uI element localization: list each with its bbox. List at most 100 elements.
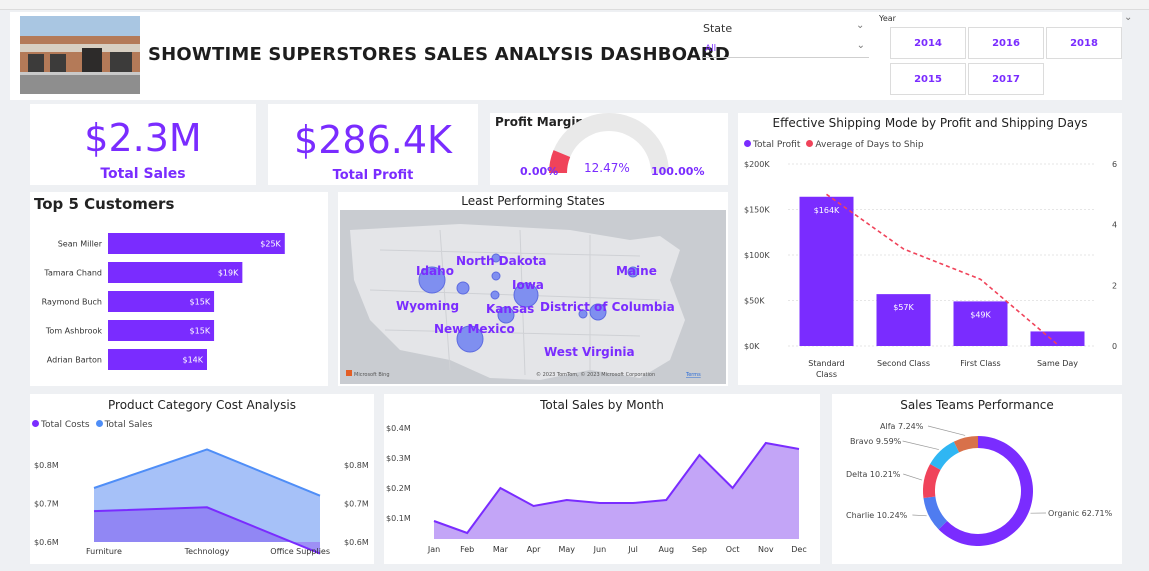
bubble-iowa[interactable] bbox=[491, 271, 501, 281]
least-states-title: Least Performing States bbox=[461, 194, 605, 208]
shipping-value-label: $164K bbox=[814, 206, 840, 215]
bubble-southwest[interactable] bbox=[456, 325, 484, 353]
bubble-maine[interactable] bbox=[627, 266, 639, 278]
year-option-2015[interactable]: 2015 bbox=[890, 63, 966, 95]
product-category-card: Product Category Cost Analysis Total Cos… bbox=[30, 394, 374, 564]
bubble-kansas[interactable] bbox=[490, 290, 500, 300]
bubble-district-of-columbia[interactable] bbox=[513, 282, 539, 308]
year-slicer-chevron-icon[interactable]: ⌄ bbox=[1124, 12, 1133, 23]
y2-tick-label: 4 bbox=[1112, 221, 1117, 230]
map-attribution-left: Microsoft Bing bbox=[354, 372, 390, 378]
customer-bar[interactable] bbox=[108, 262, 243, 283]
map-label-idaho: Idaho bbox=[416, 264, 454, 278]
shipping-chart: $0K $50K $100K $150K $200K 0 2 4 6 $164K Standard C… bbox=[744, 160, 1117, 379]
map-attribution-right: © 2023 TomTom, © 2023 Microsoft Corporat… bbox=[536, 371, 655, 378]
gauge-min-label: 0.00% bbox=[520, 165, 559, 178]
y-tick-label: $200K bbox=[744, 160, 770, 169]
x-tick-label: Feb bbox=[460, 545, 474, 554]
total-sales-label: Total Sales bbox=[100, 166, 186, 182]
state-slicer-label: State bbox=[703, 22, 733, 35]
least-states-card: Least Performing States North Dakota Ida… bbox=[338, 192, 728, 386]
y-tick-label: $0K bbox=[744, 342, 760, 351]
sales-month-title: Total Sales by Month bbox=[540, 398, 664, 412]
total-profit-label: Total Profit bbox=[332, 168, 414, 183]
x-tick-label: Aug bbox=[658, 545, 674, 554]
shipping-value-label: $49K bbox=[970, 310, 991, 319]
shipping-title: Effective Shipping Mode by Profit and Sh… bbox=[772, 116, 1088, 130]
customer-value-label: $25K bbox=[260, 240, 281, 249]
bubble-idaho[interactable] bbox=[418, 266, 446, 294]
product-category-title: Product Category Cost Analysis bbox=[108, 398, 296, 412]
shipping-value-label: $57K bbox=[893, 303, 914, 312]
customer-value-label: $15K bbox=[190, 327, 211, 336]
x-tick-label: Furniture bbox=[86, 547, 122, 556]
y2-tick-label: 6 bbox=[1112, 160, 1117, 169]
gauge-track bbox=[549, 113, 669, 173]
y2-tick-label: 2 bbox=[1112, 281, 1117, 290]
state-slicer-header-chevron-icon[interactable]: ⌄ bbox=[856, 20, 865, 31]
total-profit-card: $286.4K Total Profit bbox=[268, 104, 478, 185]
customer-bar[interactable] bbox=[108, 349, 207, 370]
bubble-wyoming[interactable] bbox=[456, 281, 470, 295]
donut-leader-line bbox=[903, 473, 923, 481]
year-option-2018[interactable]: 2018 bbox=[1046, 27, 1122, 59]
customer-bar[interactable] bbox=[108, 233, 285, 254]
y2-tick-label: $0.6M bbox=[344, 538, 369, 547]
total-costs-area[interactable] bbox=[94, 507, 320, 554]
donut-slice[interactable] bbox=[953, 436, 978, 453]
top-customers-card: Top 5 Customers Sean Miller $25K Tamara Ch… bbox=[30, 192, 328, 386]
x-tick-label: May bbox=[558, 545, 575, 554]
donut-leader-line bbox=[902, 440, 939, 450]
year-option-2016[interactable]: 2016 bbox=[968, 27, 1044, 59]
total-costs-line[interactable] bbox=[93, 506, 321, 555]
shipping-bar[interactable] bbox=[876, 294, 931, 346]
customer-bar[interactable] bbox=[108, 291, 215, 312]
bubble-west-virginia-small[interactable] bbox=[578, 309, 588, 319]
gauge-max-label: 100.00% bbox=[651, 165, 705, 178]
shipping-bar[interactable] bbox=[799, 196, 854, 346]
legend-total-profit-label: Total Profit bbox=[753, 140, 801, 150]
y-tick-label: $0.6M bbox=[34, 538, 59, 547]
map-terms-link[interactable]: Terms bbox=[685, 372, 701, 378]
monthly-sales-line[interactable] bbox=[433, 441, 800, 535]
total-sales-line[interactable] bbox=[93, 448, 321, 497]
x-tick-label: Technology bbox=[184, 547, 230, 556]
y2-tick-label: $0.7M bbox=[344, 499, 369, 508]
sales-teams-card: Sales Teams Performance Organic 62.71% Ch… bbox=[832, 394, 1122, 564]
sales-teams-chart: Organic 62.71% Charlie 10.24% Delta 10.21%… bbox=[846, 422, 1113, 546]
days-to-ship-line[interactable] bbox=[826, 193, 1059, 346]
state-slicer-dropdown[interactable]: All ⌄ bbox=[703, 40, 869, 58]
shipping-bar[interactable] bbox=[1030, 331, 1085, 346]
donut-slice[interactable] bbox=[923, 496, 948, 530]
bubble-north-dakota[interactable] bbox=[491, 253, 501, 263]
monthly-sales-area[interactable] bbox=[434, 443, 799, 539]
profit-margin-gauge bbox=[549, 113, 669, 173]
legend-total-sales-label: Total Sales bbox=[104, 420, 153, 430]
x-tick-label: Office Supplies bbox=[270, 547, 330, 556]
x-tick-label: Jun bbox=[593, 545, 607, 554]
map-label-maine: Maine bbox=[616, 264, 657, 278]
shipping-card: Effective Shipping Mode by Profit and Sh… bbox=[738, 113, 1122, 385]
x-tick-label: Dec bbox=[791, 545, 806, 554]
customer-label: Raymond Buch bbox=[42, 298, 102, 307]
year-option-2017[interactable]: 2017 bbox=[968, 63, 1044, 95]
state-slicer-value: All bbox=[705, 44, 717, 54]
year-slicer-label: Year bbox=[879, 14, 896, 23]
donut-label: Organic 62.71% bbox=[1048, 509, 1113, 518]
shipping-bar[interactable] bbox=[953, 301, 1008, 346]
bubble-west-virginia[interactable] bbox=[589, 303, 607, 321]
sales-month-chart: $0.1M $0.2M $0.3M $0.4M Jan Feb Mar Apr May Jun Ju… bbox=[386, 424, 807, 554]
bubble-new-mexico[interactable] bbox=[497, 306, 515, 324]
customer-bar[interactable] bbox=[108, 320, 215, 341]
legend-total-costs-label: Total Costs bbox=[41, 420, 90, 430]
y-tick-label: $50K bbox=[744, 297, 765, 306]
y-tick-label: $0.7M bbox=[34, 499, 59, 508]
donut-slice[interactable] bbox=[930, 441, 960, 470]
map-label-iowa: Iowa bbox=[512, 278, 544, 292]
x-tick-label: Oct bbox=[726, 545, 740, 554]
donut-slice[interactable] bbox=[923, 463, 941, 499]
x-tick-label: Same Day bbox=[1037, 359, 1078, 368]
year-option-2014[interactable]: 2014 bbox=[890, 27, 966, 59]
donut-slice[interactable] bbox=[938, 436, 1033, 546]
x-tick-label: Mar bbox=[493, 545, 509, 554]
